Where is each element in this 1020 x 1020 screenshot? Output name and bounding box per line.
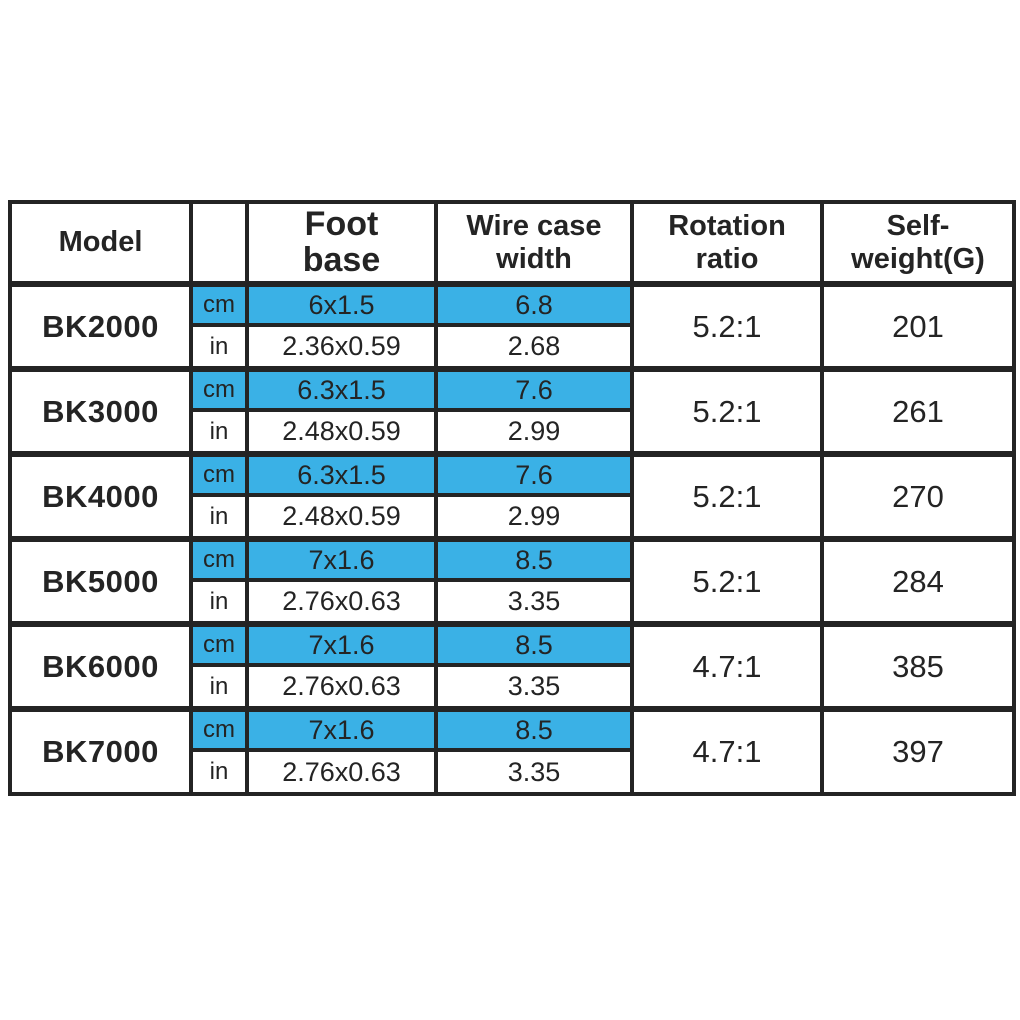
rotation-ratio-cell: 5.2:1 — [630, 281, 824, 371]
col-header-rotation-line2: ratio — [695, 242, 759, 275]
foot-base-cell-in: 2.76x0.63 — [245, 578, 438, 626]
col-header-model: Model — [8, 200, 193, 287]
foot-base-cell-in: 2.76x0.63 — [245, 748, 438, 796]
wire-case-cell-in: 2.68 — [434, 323, 634, 371]
unit-cell-in: in — [189, 748, 249, 796]
col-header-model-label: Model — [58, 226, 143, 259]
model-cell: BK5000 — [8, 536, 193, 626]
col-header-self-weight-line2: weight(G) — [851, 242, 985, 275]
model-cell: BK6000 — [8, 621, 193, 711]
self-weight-cell: 270 — [820, 451, 1016, 541]
wire-case-cell-in: 3.35 — [434, 748, 634, 796]
spec-table: Model Foot base Wire case width Rotation… — [8, 200, 1016, 796]
col-header-rotation-line1: Rotation — [668, 210, 786, 243]
spec-row-bk4000-cm: BK4000 cm 6.3x1.5 7.6 5.2:1 270 — [8, 451, 1016, 541]
foot-base-cell-cm: 7x1.6 — [245, 621, 438, 667]
unit-cell-in: in — [189, 663, 249, 711]
foot-base-cell-cm: 7x1.6 — [245, 706, 438, 752]
model-cell: BK7000 — [8, 706, 193, 796]
self-weight-cell: 397 — [820, 706, 1016, 796]
wire-case-cell-in: 3.35 — [434, 578, 634, 626]
col-header-rotation-ratio: Rotation ratio — [630, 200, 824, 287]
self-weight-cell: 385 — [820, 621, 1016, 711]
col-header-wire-case-width: Wire case width — [434, 200, 634, 287]
spec-row-bk7000-in: in 2.76x0.63 3.35 — [10, 748, 1014, 796]
col-header-wire-case-line1: Wire case — [466, 210, 602, 243]
wire-case-cell-in: 2.99 — [434, 493, 634, 541]
col-header-self-weight-line1: Self- — [886, 210, 950, 243]
foot-base-cell-cm: 6x1.5 — [245, 281, 438, 327]
self-weight-cell: 261 — [820, 366, 1016, 456]
rotation-ratio-cell: 5.2:1 — [630, 366, 824, 456]
spec-row-bk2000-in: in 2.36x0.59 2.68 — [10, 323, 1014, 371]
rotation-ratio-cell: 4.7:1 — [630, 706, 824, 796]
spec-row-bk5000-in: in 2.76x0.63 3.35 — [10, 578, 1014, 626]
wire-case-cell-in: 3.35 — [434, 663, 634, 711]
spec-row-bk6000-cm: BK6000 cm 7x1.6 8.5 4.7:1 385 — [8, 621, 1016, 711]
table-body: BK2000 cm 6x1.5 6.8 5.2:1 201 in 2.36x0.… — [8, 281, 1016, 796]
col-header-self-weight: Self- weight(G) — [820, 200, 1016, 287]
wire-case-cell-cm: 7.6 — [434, 366, 634, 412]
unit-cell-cm: cm — [189, 366, 249, 412]
model-cell: BK2000 — [8, 281, 193, 371]
unit-cell-cm: cm — [189, 451, 249, 497]
model-cell: BK4000 — [8, 451, 193, 541]
col-header-foot-base-line1: Foot — [304, 204, 379, 243]
header-row: Model Foot base Wire case width Rotation… — [8, 200, 1016, 287]
foot-base-cell-in: 2.48x0.59 — [245, 493, 438, 541]
spec-row-bk7000-cm: BK7000 cm 7x1.6 8.5 4.7:1 397 — [8, 706, 1016, 796]
unit-cell-in: in — [189, 493, 249, 541]
unit-cell-cm: cm — [189, 281, 249, 327]
wire-case-cell-cm: 6.8 — [434, 281, 634, 327]
col-header-foot-base-line2: base — [302, 240, 381, 279]
foot-base-cell-in: 2.76x0.63 — [245, 663, 438, 711]
col-header-foot-base: Foot base — [245, 200, 438, 287]
wire-case-cell-cm: 7.6 — [434, 451, 634, 497]
wire-case-cell-in: 2.99 — [434, 408, 634, 456]
rotation-ratio-cell: 5.2:1 — [630, 536, 824, 626]
self-weight-cell: 201 — [820, 281, 1016, 371]
col-header-wire-case-line2: width — [496, 242, 572, 275]
spec-row-bk2000-cm: BK2000 cm 6x1.5 6.8 5.2:1 201 — [8, 281, 1016, 371]
unit-cell-cm: cm — [189, 706, 249, 752]
unit-cell-in: in — [189, 323, 249, 371]
spec-row-bk3000-cm: BK3000 cm 6.3x1.5 7.6 5.2:1 261 — [8, 366, 1016, 456]
foot-base-cell-cm: 6.3x1.5 — [245, 451, 438, 497]
foot-base-cell-cm: 6.3x1.5 — [245, 366, 438, 412]
spec-row-bk5000-cm: BK5000 cm 7x1.6 8.5 5.2:1 284 — [8, 536, 1016, 626]
wire-case-cell-cm: 8.5 — [434, 621, 634, 667]
wire-case-cell-cm: 8.5 — [434, 536, 634, 582]
wire-case-cell-cm: 8.5 — [434, 706, 634, 752]
spec-row-bk3000-in: in 2.48x0.59 2.99 — [10, 408, 1014, 456]
foot-base-cell-in: 2.36x0.59 — [245, 323, 438, 371]
unit-cell-in: in — [189, 578, 249, 626]
model-cell: BK3000 — [8, 366, 193, 456]
unit-cell-cm: cm — [189, 621, 249, 667]
unit-cell-cm: cm — [189, 536, 249, 582]
table-header: Model Foot base Wire case width Rotation… — [8, 200, 1016, 287]
foot-base-cell-in: 2.48x0.59 — [245, 408, 438, 456]
foot-base-cell-cm: 7x1.6 — [245, 536, 438, 582]
self-weight-cell: 284 — [820, 536, 1016, 626]
spec-row-bk6000-in: in 2.76x0.63 3.35 — [10, 663, 1014, 711]
rotation-ratio-cell: 4.7:1 — [630, 621, 824, 711]
rotation-ratio-cell: 5.2:1 — [630, 451, 824, 541]
spec-row-bk4000-in: in 2.48x0.59 2.99 — [10, 493, 1014, 541]
col-header-unit — [189, 200, 249, 287]
unit-cell-in: in — [189, 408, 249, 456]
